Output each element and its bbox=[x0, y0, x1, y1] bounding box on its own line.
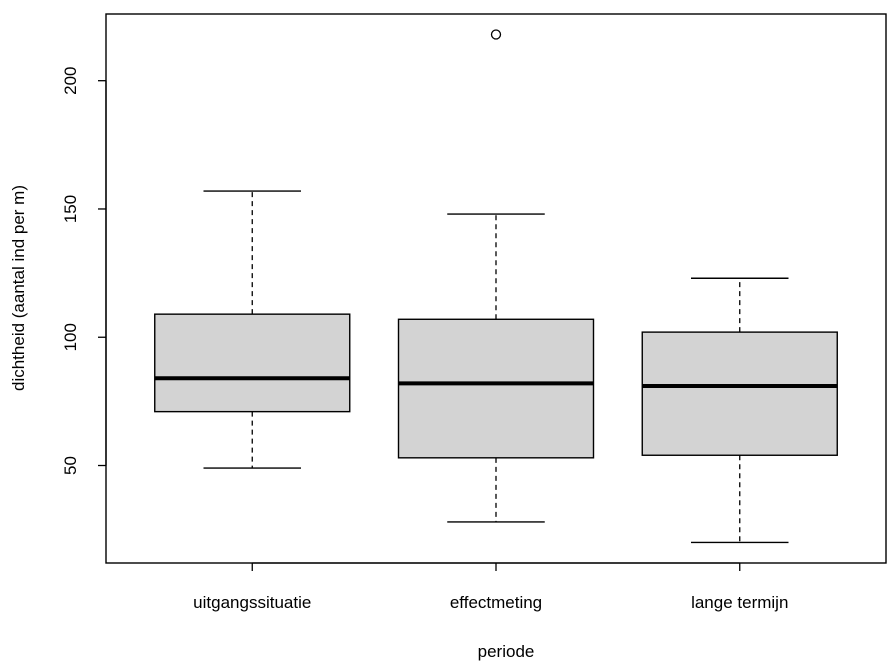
y-tick-label: 50 bbox=[61, 456, 80, 475]
boxes-layer bbox=[154, 29, 838, 544]
x-axis-label: periode bbox=[478, 642, 535, 661]
y-axis-label: dichtheid (aantal ind per m) bbox=[9, 185, 28, 391]
y-axis: 50 100 150 200 bbox=[61, 67, 107, 475]
y-tick-label: 100 bbox=[61, 323, 80, 351]
x-tick-label: effectmeting bbox=[450, 593, 542, 612]
box-iqr bbox=[397, 318, 595, 459]
x-axis: uitgangssituatie effectmeting lange termij… bbox=[193, 562, 788, 612]
box-iqr bbox=[641, 331, 838, 456]
y-tick-label: 150 bbox=[61, 195, 80, 223]
y-tick-label: 200 bbox=[61, 67, 80, 95]
x-tick-label: uitgangssituatie bbox=[193, 593, 311, 612]
box-iqr bbox=[154, 313, 351, 413]
box-group-effectmeting bbox=[397, 29, 595, 523]
box-group-lange-termijn bbox=[641, 277, 838, 544]
x-tick-label: lange termijn bbox=[691, 593, 788, 612]
box-group-uitgangssituatie bbox=[154, 190, 351, 469]
outlier-point bbox=[490, 29, 502, 40]
